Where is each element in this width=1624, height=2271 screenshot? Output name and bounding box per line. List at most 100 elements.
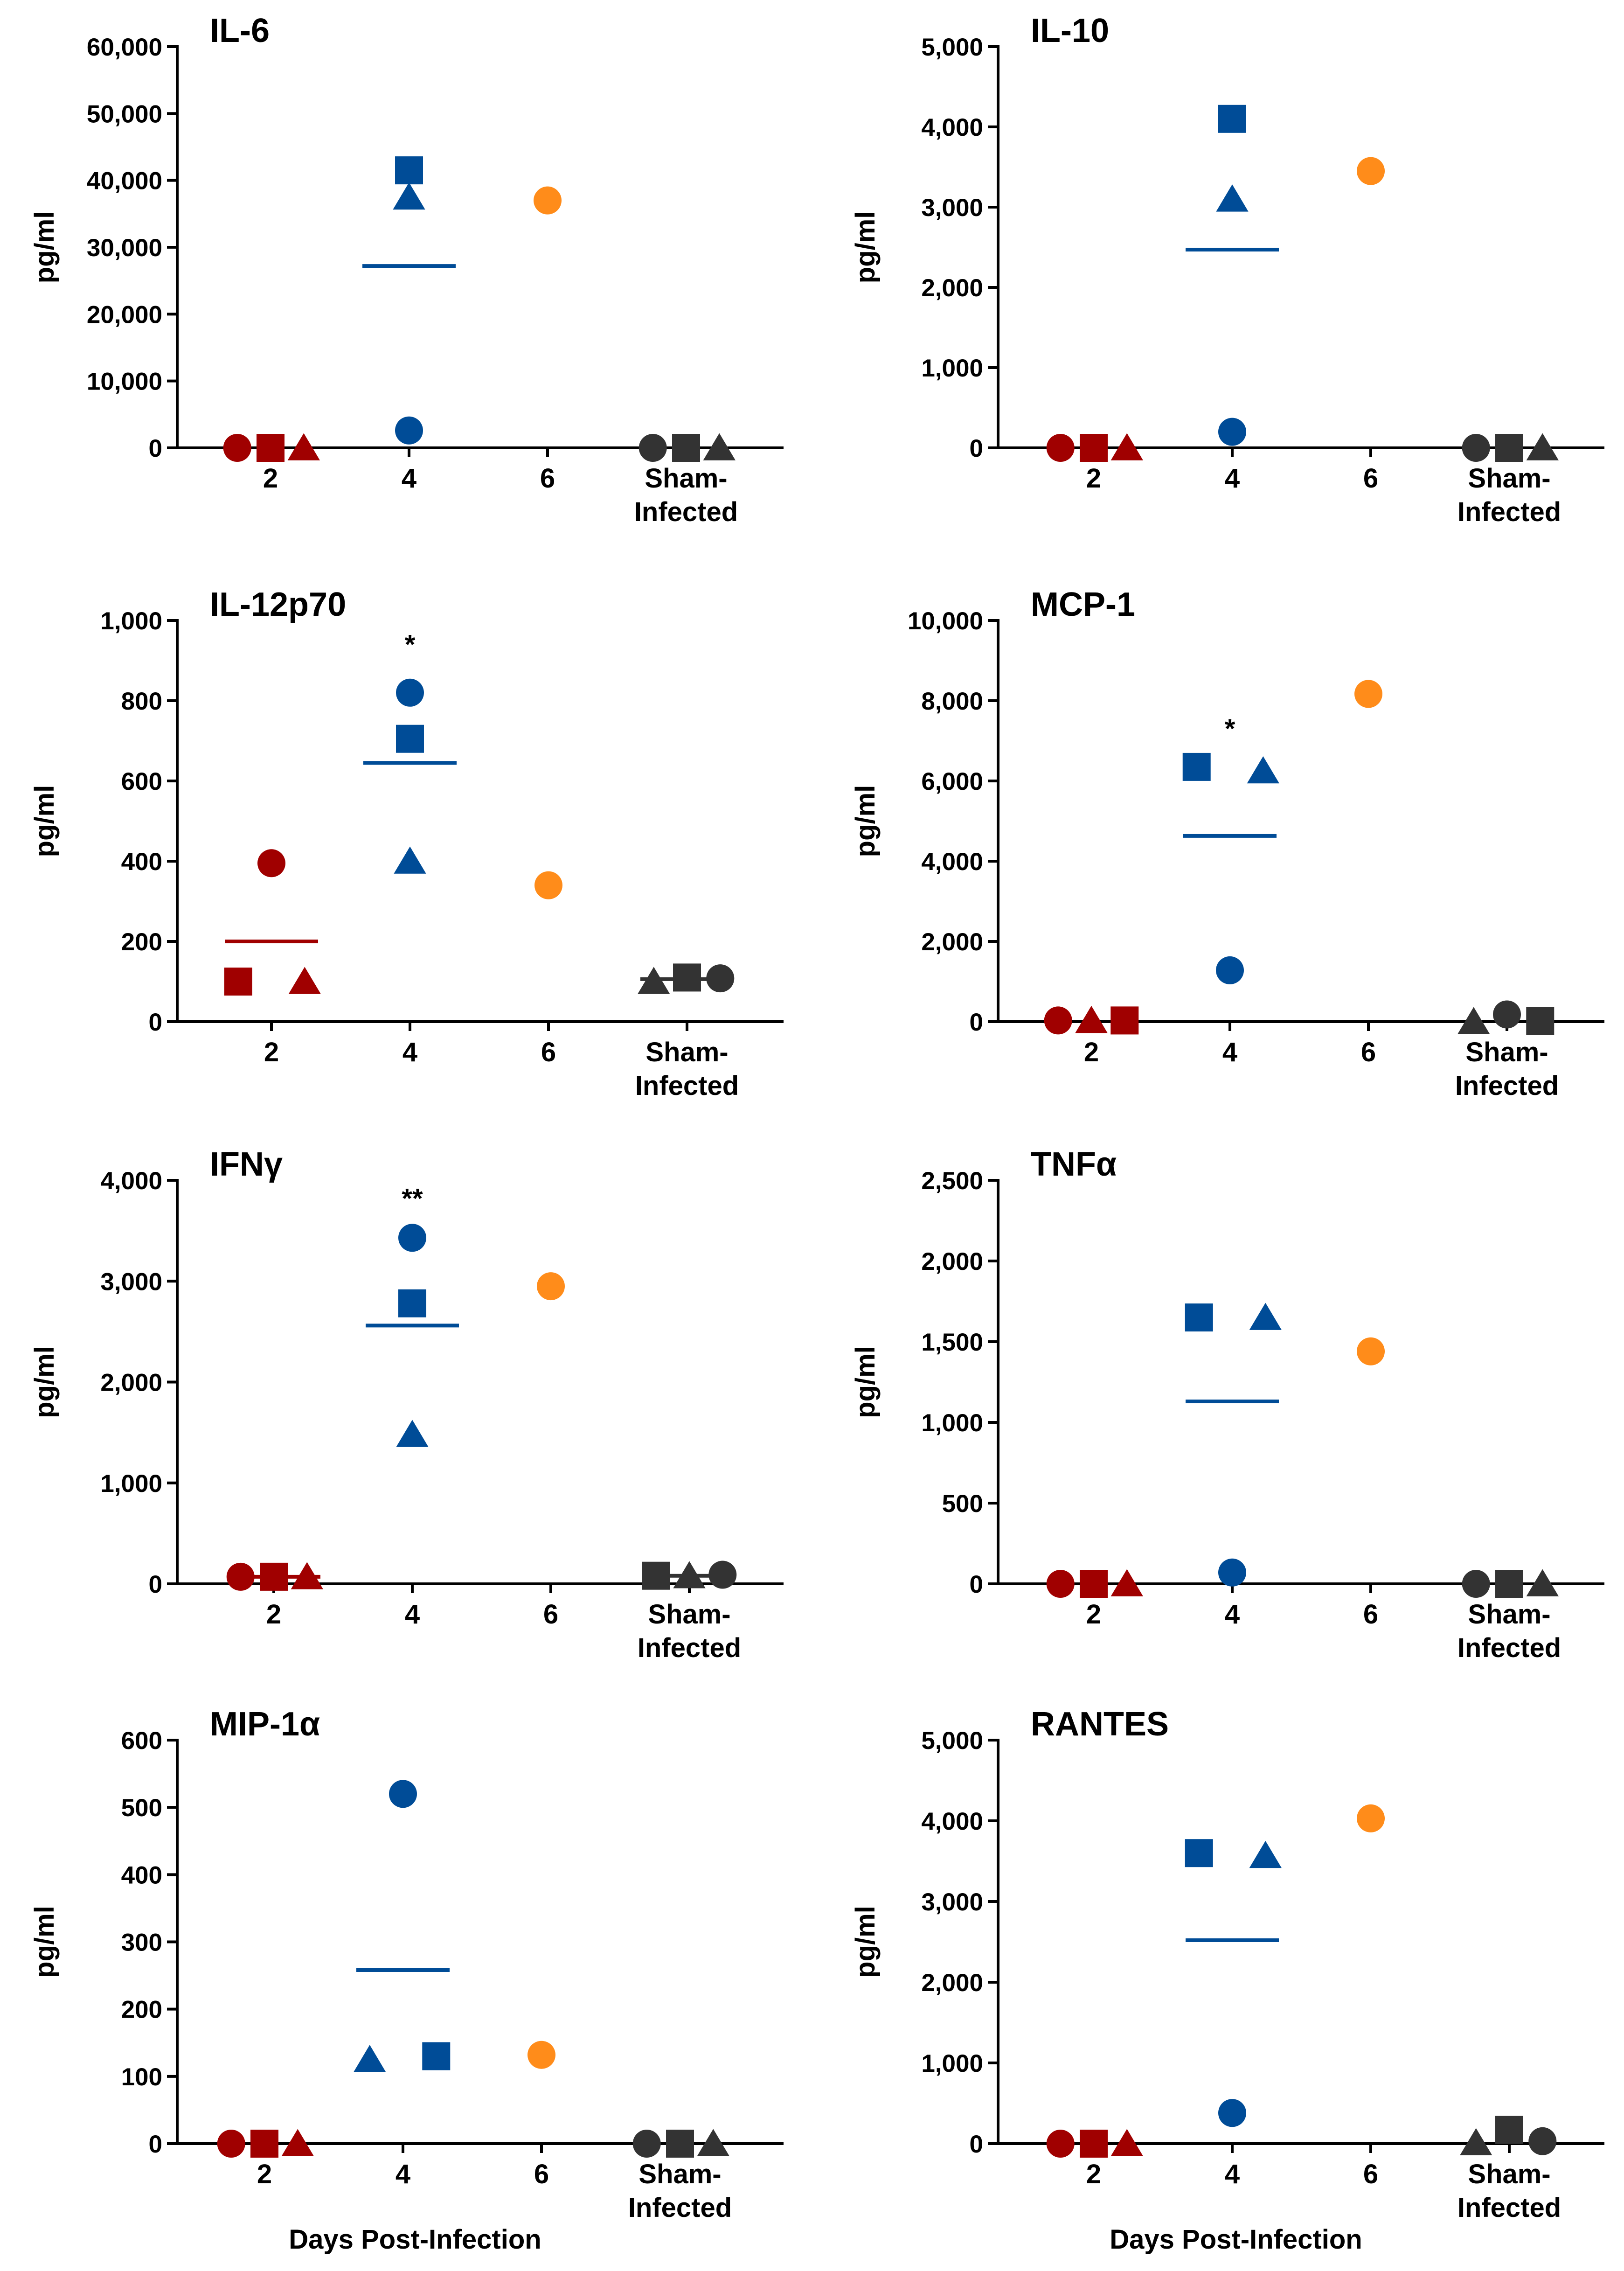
y-axis-title: pg/ml <box>850 785 881 857</box>
y-tick-label: 8,000 <box>921 688 983 715</box>
y-tick-label: 1,000 <box>100 607 162 635</box>
data-point-square <box>1182 752 1211 781</box>
y-tick-label: 0 <box>149 1571 162 1598</box>
y-tick-label: 400 <box>121 848 162 876</box>
x-tick-label: 6 <box>541 1037 556 1067</box>
significance-marker: * <box>405 630 416 660</box>
data-point-circle <box>534 871 562 899</box>
data-point-triangle <box>1110 1569 1143 1596</box>
x-tick-label: 2 <box>1084 1037 1099 1067</box>
y-tick-label: 200 <box>121 1996 162 2024</box>
y-tick-label: 0 <box>970 1009 983 1036</box>
data-point-square <box>1495 2116 1523 2144</box>
y-tick-label: 20,000 <box>87 301 162 328</box>
data-point-circle <box>217 2130 245 2158</box>
panel-title: RANTES <box>1031 1706 1169 1743</box>
y-axis-title: pg/ml <box>29 211 60 284</box>
y-tick-label: 6,000 <box>921 768 983 795</box>
panel-title: TNFα <box>1031 1146 1117 1183</box>
data-point-circle <box>1462 1570 1490 1598</box>
chart-panel-il-10: 0 1,000 2,000 3,000 4,000 5,000 2 4 6 Sham-Infect… <box>850 12 1604 527</box>
data-point-square <box>257 434 285 462</box>
y-tick-label: 0 <box>970 435 983 462</box>
significance-marker: ** <box>402 1184 423 1214</box>
data-point-triangle <box>673 1561 706 1588</box>
data-point-square <box>673 963 701 992</box>
data-point-circle <box>638 434 667 462</box>
x-tick-label: 6 <box>1361 1037 1376 1067</box>
data-point-circle <box>396 678 424 707</box>
panel-title: IFNγ <box>210 1146 283 1183</box>
y-tick-label: 4,000 <box>921 114 983 141</box>
x-tick-label: Sham- <box>1468 2159 1550 2189</box>
y-tick-label: 500 <box>121 1794 162 1822</box>
data-point-circle <box>1046 2130 1075 2158</box>
data-point-triangle <box>1249 1303 1282 1330</box>
x-tick-label: Sham- <box>645 1037 728 1067</box>
chart-panel-il-6: 0 10,000 20,000 30,000 40,000 50,000 60,000 2 4 6… <box>29 12 784 527</box>
y-tick-label: 2,000 <box>921 1969 983 1997</box>
y-tick-label: 2,000 <box>921 1248 983 1275</box>
chart-panel-ifn-: 0 1,000 2,000 3,000 4,000 2 4 6 Sham-Infected pg/… <box>29 1146 784 1663</box>
x-tick-label: Infected <box>628 2193 732 2223</box>
data-point-circle <box>632 2130 661 2158</box>
data-point-circle <box>1493 1000 1521 1029</box>
data-point-triangle <box>354 2045 386 2072</box>
data-point-triangle <box>288 967 321 994</box>
y-tick-label: 1,000 <box>921 2050 983 2077</box>
data-point-square <box>395 156 423 185</box>
data-point-square <box>672 434 700 462</box>
y-tick-label: 30,000 <box>87 234 162 262</box>
data-point-circle <box>1357 157 1385 185</box>
data-point-circle <box>1218 418 1246 446</box>
data-point-circle <box>1046 1570 1075 1598</box>
chart-panel-mcp-1: 0 2,000 4,000 6,000 8,000 10,000 2 4 6 Sham- Infec… <box>850 586 1604 1101</box>
data-point-triangle <box>291 1562 323 1589</box>
y-tick-label: 200 <box>121 928 162 956</box>
data-point-square <box>1080 434 1108 462</box>
y-tick-label: 3,000 <box>100 1268 162 1296</box>
data-point-circle <box>257 849 285 878</box>
y-axis-title: pg/ml <box>850 1906 881 1978</box>
y-axis-title: pg/ml <box>29 1906 60 1978</box>
x-tick-label: Sham- <box>1468 463 1550 494</box>
data-point-circle <box>1218 2099 1246 2127</box>
data-point-square <box>1495 1570 1523 1598</box>
data-point-square <box>250 2130 278 2158</box>
x-tick-label: 4 <box>1222 1037 1237 1067</box>
data-point-circle <box>389 1780 417 1808</box>
y-tick-label: 1,000 <box>921 355 983 382</box>
data-point-square <box>396 724 424 753</box>
x-tick-label: 2 <box>1086 463 1101 494</box>
data-point-triangle <box>1249 1840 1282 1868</box>
panel-title: IL-12p70 <box>210 586 346 623</box>
x-tick-label: 2 <box>1086 1599 1101 1630</box>
data-point-circle <box>1218 1558 1246 1587</box>
data-point-triangle <box>281 2129 314 2156</box>
data-point-triangle <box>1526 433 1559 460</box>
x-tick-label: 4 <box>1225 1599 1240 1630</box>
y-tick-label: 1,000 <box>100 1470 162 1498</box>
y-tick-label: 300 <box>121 1929 162 1957</box>
data-point-square <box>1080 2130 1108 2158</box>
x-tick-label: Sham- <box>1465 1037 1548 1067</box>
x-tick-label: Infected <box>638 1633 741 1663</box>
y-tick-label: 3,000 <box>921 194 983 222</box>
data-point-circle <box>398 1224 426 1252</box>
data-point-circle <box>1354 680 1382 708</box>
data-point-circle <box>395 416 423 445</box>
x-tick-label: Infected <box>1457 1633 1561 1663</box>
data-point-square <box>398 1289 426 1317</box>
x-tick-label: 6 <box>534 2159 549 2189</box>
data-point-triangle <box>1460 2128 1492 2156</box>
x-tick-label: 4 <box>1225 463 1240 494</box>
data-point-square <box>1185 1839 1213 1867</box>
data-point-triangle <box>1526 1569 1559 1596</box>
data-point-circle <box>1528 2127 1557 2155</box>
x-tick-label: 6 <box>543 1599 558 1630</box>
x-tick-label: 4 <box>402 463 416 494</box>
x-tick-label: 2 <box>266 1599 281 1630</box>
y-tick-label: 1,000 <box>921 1409 983 1437</box>
x-tick-label: Infected <box>1457 497 1561 527</box>
data-point-circle <box>1044 1006 1072 1035</box>
